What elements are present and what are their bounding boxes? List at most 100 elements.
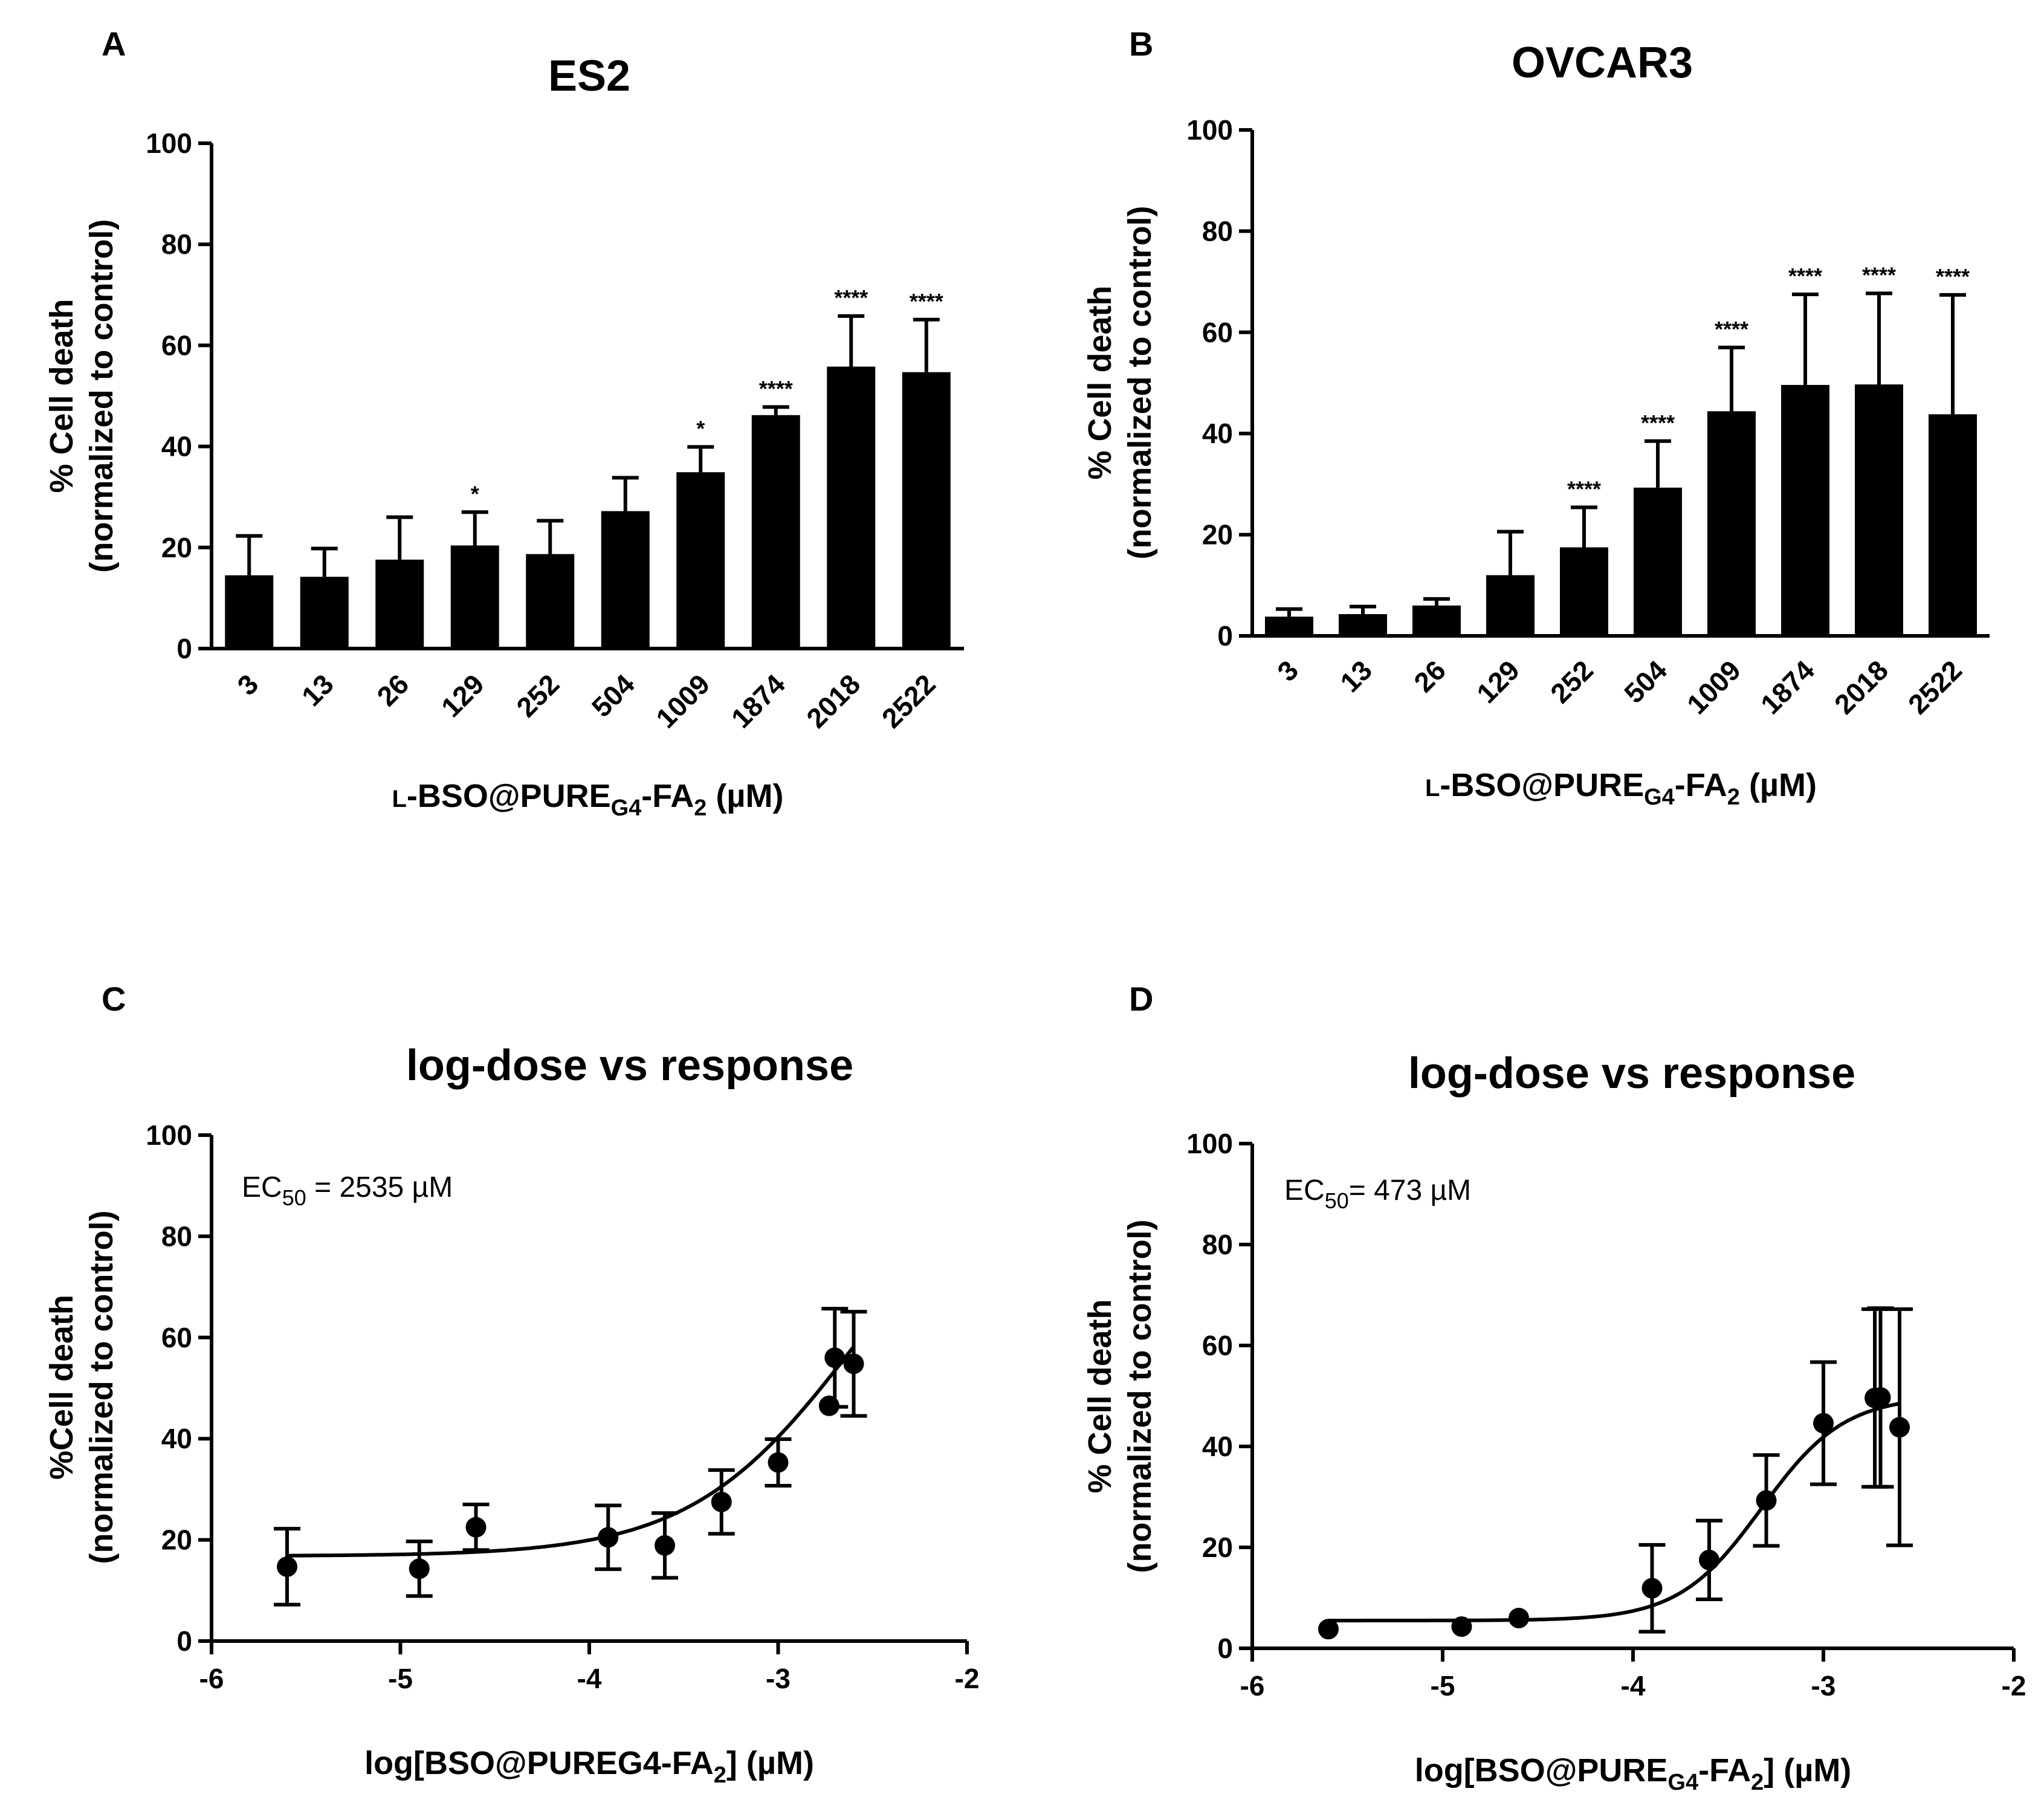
y-axis-label-line-d: (normalized to control) — [1122, 1220, 1158, 1573]
x-axis-label-c: log[BSO@PUREG4-FA2] (µM) — [364, 1745, 814, 1788]
x-axis-label-a-mid: -FA — [641, 778, 694, 814]
y-axis-label-line-b: (normalized to control) — [1122, 206, 1158, 560]
bar-a — [827, 366, 876, 649]
y-axis-label-line-c: (normalized to control) — [83, 1211, 120, 1564]
data-point-c — [843, 1353, 864, 1374]
fit-curve-d — [1328, 1402, 1900, 1623]
panel-letter-b: B — [1129, 25, 1153, 63]
chart-title-b: OVCAR3 — [1512, 39, 1693, 87]
x-tick-label-d: -3 — [1811, 1670, 1836, 1701]
panel-letter-d: D — [1129, 980, 1153, 1018]
x-tick-label-a: 3 — [231, 668, 264, 701]
y-tick-label-a: 20 — [161, 532, 192, 563]
bar-a — [601, 511, 650, 649]
bar-b — [1781, 384, 1829, 636]
x-tick-label-c: -5 — [388, 1663, 413, 1694]
plot-area-d: -6 -5 -4 -3 -2 0 20 40 60 80 100 % Cell death (norma… — [1082, 1128, 2026, 1795]
data-point-d — [1889, 1417, 1910, 1438]
y-tick-label-a: 0 — [176, 633, 192, 664]
panel-b: B OVCAR3 3 13 26 129 **** 252 **** 504 **** 1009 *… — [1082, 25, 1990, 810]
panel-c: C log-dose vs response -6 -5 -4 -3 -2 0 20 40 60… — [44, 980, 979, 1788]
data-point-c — [409, 1558, 430, 1579]
bar-a — [751, 415, 800, 649]
x-tick-label-a: 504 — [586, 668, 641, 723]
x-tick-label-b: 504 — [1618, 654, 1673, 709]
data-point-c — [598, 1527, 619, 1548]
x-tick-label-d: -2 — [2002, 1670, 2026, 1701]
y-axis-label-c: %Cell death (normalized to control) — [44, 1211, 120, 1564]
bar-b — [1707, 411, 1756, 636]
y-tick-label-b: 80 — [1202, 215, 1233, 247]
bar-a — [300, 577, 349, 649]
y-tick-label-d: 40 — [1202, 1431, 1233, 1462]
y-tick-label-d: 20 — [1202, 1532, 1233, 1563]
data-point-d — [1509, 1607, 1529, 1628]
bar-b — [1634, 487, 1682, 636]
x-axis-label-b-suffix: (µM) — [1740, 767, 1817, 803]
ec50-annotation-c: EC50 = 2535 µM — [242, 1171, 453, 1210]
x-tick-label-b: 2522 — [1902, 654, 1968, 720]
bar-a — [676, 472, 725, 649]
bar-b — [1339, 614, 1387, 636]
x-tick-label-c: -4 — [577, 1663, 602, 1694]
bar-b — [1412, 605, 1461, 636]
chart-title-a: ES2 — [548, 52, 630, 100]
x-axis-label-c-prefix: log[BSO@PUREG4-FA — [364, 1745, 714, 1781]
y-tick-label-d: 100 — [1186, 1128, 1233, 1159]
data-point-c — [465, 1517, 487, 1538]
data-point-d — [1641, 1578, 1663, 1599]
significance-label-b: **** — [1936, 264, 1970, 289]
y-tick-label-c: 40 — [161, 1423, 192, 1454]
significance-label-a: * — [471, 481, 479, 506]
x-tick-label-d: -4 — [1621, 1670, 1646, 1701]
x-axis-label-b-sub1: G4 — [1644, 785, 1675, 810]
data-point-d — [1756, 1490, 1777, 1511]
data-point-d — [1870, 1387, 1891, 1408]
x-tick-label-b: 26 — [1408, 654, 1452, 698]
plot-area-a: 3 13 26 * 129 252 504 * 1009 **** 1874 **** 2018 ****… — [44, 128, 964, 821]
y-tick-label-c: 60 — [161, 1322, 192, 1353]
significance-label-a: * — [696, 416, 705, 441]
x-tick-label-a: 2522 — [876, 668, 942, 734]
bar-a — [526, 554, 575, 649]
panel-a: A ES2 3 13 26*129 252 504*1009****1874****20… — [44, 25, 964, 821]
y-tick-label-b: 100 — [1186, 114, 1233, 146]
chart-title-d: log-dose vs response — [1408, 1049, 1855, 1098]
y-axis-label-d: % Cell death (normalized to control) — [1082, 1220, 1158, 1573]
x-axis-label-d-suffix: ] (µM) — [1764, 1752, 1851, 1789]
significance-label-b: **** — [1567, 476, 1601, 501]
bar-b — [1560, 547, 1608, 636]
ec50-suffix-d: = 473 µM — [1349, 1174, 1471, 1206]
x-tick-label-b: 2018 — [1828, 654, 1894, 720]
x-axis-label-a-sub2: 2 — [694, 795, 707, 821]
bar-b — [1265, 617, 1313, 636]
x-tick-label-b: 1874 — [1755, 654, 1820, 720]
x-tick-label-a: 26 — [370, 668, 415, 712]
x-tick-label-b: 13 — [1334, 654, 1378, 698]
y-tick-label-c: 100 — [146, 1119, 192, 1151]
ec50-sub-c: 50 — [282, 1185, 306, 1210]
panel-letter-c: C — [102, 980, 126, 1018]
x-tick-label-a: 2018 — [800, 668, 866, 734]
x-tick-label-c: -2 — [955, 1663, 980, 1694]
significance-label-b: **** — [1788, 264, 1822, 288]
y-tick-label-a: 60 — [161, 329, 192, 361]
x-tick-label-b: 252 — [1544, 654, 1599, 709]
x-axis-label-b-prefix: -BSO@PURE — [1440, 767, 1644, 803]
data-point-c — [768, 1452, 789, 1473]
x-axis-label-d-sub2: 2 — [1751, 1770, 1764, 1795]
y-axis-label-line-d: % Cell death — [1082, 1299, 1118, 1493]
x-tick-label-c: -6 — [199, 1663, 224, 1694]
x-axis-label-a: L-BSO@PUREG4-FA2 (µM) — [392, 778, 783, 821]
x-tick-label-d: -5 — [1431, 1670, 1455, 1701]
y-tick-label-a: 40 — [161, 431, 192, 462]
plot-area-b: 3 13 26 129 **** 252 **** 504 **** 1009 **** 1874 **… — [1082, 114, 1990, 810]
data-point-d — [1699, 1549, 1719, 1570]
bar-b — [1929, 414, 1977, 636]
plot-area-c: -6 -5 -4 -3 -2 0 20 40 60 80 100 %Cell death (normal… — [44, 1119, 979, 1788]
y-tick-label-b: 60 — [1202, 317, 1233, 348]
x-tick-label-a: 129 — [435, 668, 490, 723]
data-point-c — [655, 1535, 675, 1556]
x-tick-label-c: -3 — [766, 1663, 791, 1694]
